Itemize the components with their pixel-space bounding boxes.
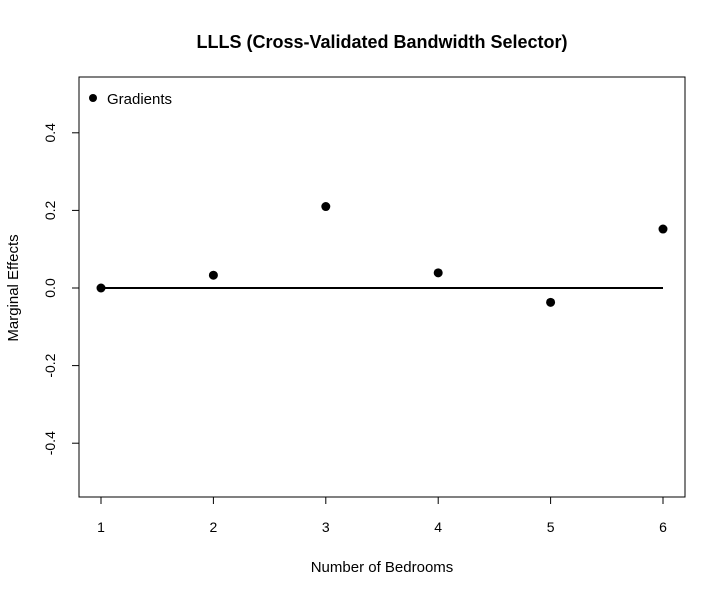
data-point — [208, 270, 218, 280]
x-tick-label: 5 — [547, 519, 555, 535]
data-point — [433, 268, 443, 278]
x-tick-label: 4 — [434, 519, 442, 535]
x-axis-title: Number of Bedrooms — [311, 559, 454, 576]
data-point — [546, 297, 556, 307]
data-point — [658, 224, 668, 234]
chart-title: LLLS (Cross-Validated Bandwidth Selector… — [196, 32, 567, 52]
legend-marker — [89, 94, 97, 102]
y-axis-title: Marginal Effects — [5, 234, 22, 341]
y-tick-label: 0.0 — [42, 278, 58, 298]
y-axis: -0.4 -0.2 0.0 0.2 0.4 — [42, 123, 80, 455]
x-tick-label: 3 — [322, 519, 330, 535]
y-tick-label: -0.2 — [42, 353, 58, 377]
y-tick-label: -0.4 — [42, 431, 58, 455]
y-tick-label: 0.4 — [42, 123, 58, 143]
data-points — [96, 202, 668, 307]
legend: Gradients — [89, 91, 172, 108]
x-tick-label: 6 — [659, 519, 667, 535]
x-tick-label: 1 — [97, 519, 105, 535]
data-point — [96, 283, 106, 293]
y-tick-label: 0.2 — [42, 200, 58, 220]
legend-label-gradients: Gradients — [107, 91, 172, 108]
x-tick-label: 2 — [210, 519, 218, 535]
data-point — [321, 202, 331, 212]
x-axis: 1 2 3 4 5 6 — [97, 496, 667, 535]
